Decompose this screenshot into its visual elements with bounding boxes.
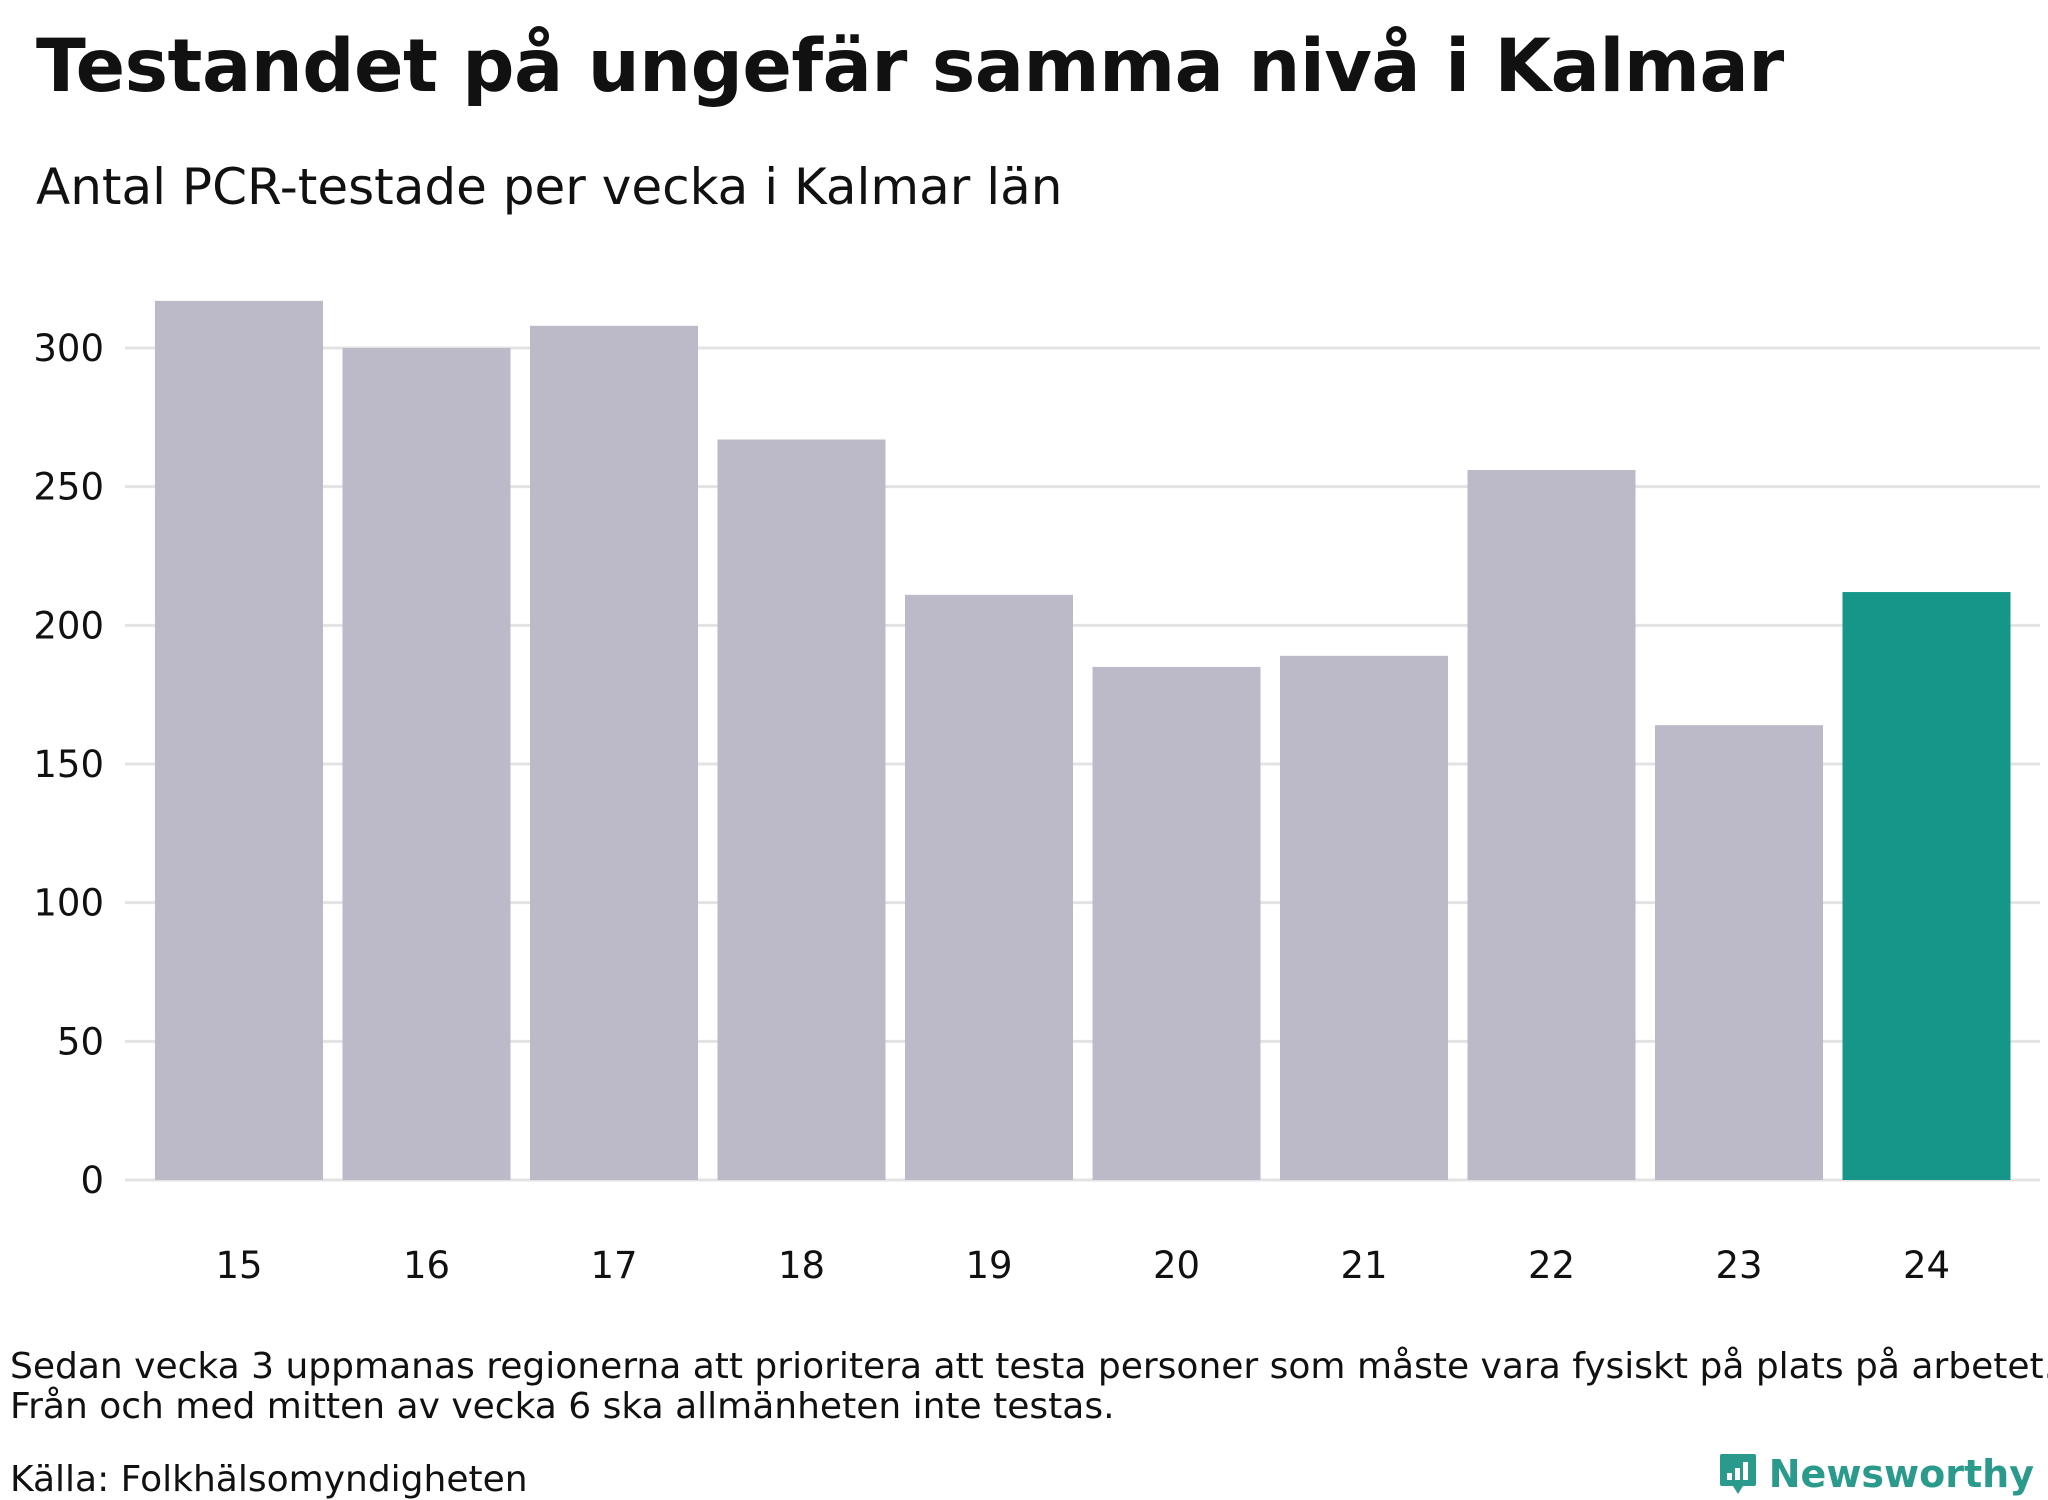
brand-logo: Newsworthy xyxy=(1719,1452,2034,1496)
bar-week-17 xyxy=(530,325,698,1180)
x-tick-label: 19 xyxy=(965,1244,1012,1287)
y-tick-label: 0 xyxy=(80,1159,104,1202)
source-note: Källa: Folkhälsomyndigheten xyxy=(10,1459,528,1500)
y-tick-label: 300 xyxy=(33,327,104,370)
x-tick-label: 22 xyxy=(1528,1244,1575,1287)
bar-week-22 xyxy=(1467,470,1636,1180)
x-tick-label: 24 xyxy=(1903,1244,1950,1287)
footnote-line-2: Från och med mitten av vecka 6 ska allmä… xyxy=(10,1386,1115,1427)
y-tick-label: 50 xyxy=(57,1020,104,1063)
bar-week-24 xyxy=(1842,592,2011,1180)
x-tick-label: 15 xyxy=(215,1244,262,1287)
bar-week-18 xyxy=(717,439,886,1180)
x-tick-label: 16 xyxy=(403,1244,450,1287)
y-axis-ticks: 0 50 100 150 200 250 300 xyxy=(33,327,104,1202)
bar-week-23 xyxy=(1655,725,1823,1180)
x-tick-label: 17 xyxy=(590,1244,637,1287)
x-axis-ticks: 15 16 17 18 19 20 21 22 23 24 xyxy=(215,1244,1950,1287)
x-tick-label: 20 xyxy=(1153,1244,1200,1287)
newsworthy-logo-icon xyxy=(1719,1454,1756,1494)
chart-title: Testandet på ungefär samma nivå i Kalmar xyxy=(36,24,1784,109)
bar-week-15 xyxy=(155,300,323,1180)
bar-chart: 0 50 100 150 200 250 300 15 16 17 18 19 20 21 22 23 24 xyxy=(33,300,2040,1287)
bar-week-19 xyxy=(905,594,1073,1180)
bar-week-16 xyxy=(342,348,511,1180)
y-tick-label: 250 xyxy=(33,466,104,509)
footnote-line-1: Sedan vecka 3 uppmanas regionerna att pr… xyxy=(10,1346,2048,1387)
brand-name: Newsworthy xyxy=(1768,1452,2034,1496)
x-tick-label: 23 xyxy=(1715,1244,1762,1287)
x-tick-label: 18 xyxy=(778,1244,825,1287)
x-tick-label: 21 xyxy=(1340,1244,1387,1287)
chart-subtitle: Antal PCR-testade per vecka i Kalmar län xyxy=(36,158,1063,216)
bar-week-21 xyxy=(1280,655,1448,1180)
y-tick-label: 200 xyxy=(33,604,104,647)
footnote: Sedan vecka 3 uppmanas regionerna att pr… xyxy=(10,1346,2048,1427)
bars xyxy=(155,300,2011,1180)
bar-week-20 xyxy=(1092,666,1261,1180)
y-tick-label: 100 xyxy=(33,882,104,925)
y-tick-label: 150 xyxy=(33,743,104,786)
